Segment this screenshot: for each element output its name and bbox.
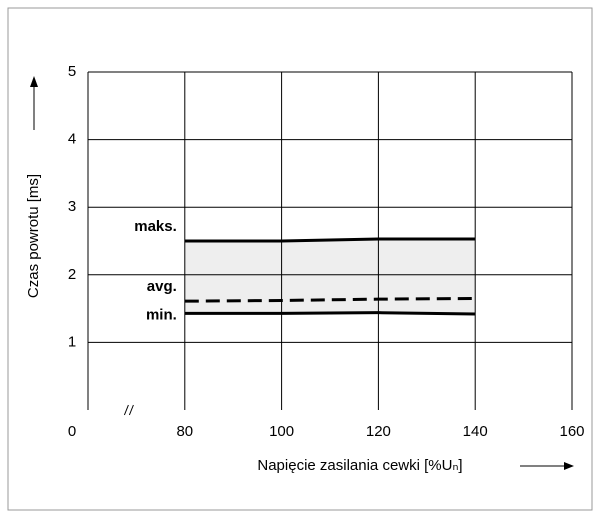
y-tick-label: 2 [68,266,76,283]
series-line [184,237,476,243]
x-tick-label: 0 [68,423,76,440]
series-label: avg. [147,278,177,295]
x-tick-label: 100 [269,423,294,440]
x-tick-label: 140 [463,423,488,440]
y-tick-label: 3 [68,198,76,215]
x-tick-label: 80 [176,423,193,440]
series-line [184,296,476,303]
y-tick-label: 1 [68,333,76,350]
y-tick-label: 5 [68,63,76,80]
y-axis-label: Czas powrotu [ms] [25,174,42,298]
x-axis-label: Napięcie zasilania cewki [%Uₙ] [257,457,462,474]
x-arrow-head [564,462,574,470]
frame [7,7,593,511]
x-tick-label: 160 [559,423,584,440]
series-line [184,311,476,316]
series-label: min. [146,306,177,323]
series-label: maks. [134,218,177,235]
axis-break [123,404,134,416]
y-arrow-head [30,76,38,87]
x-tick-label: 120 [366,423,391,440]
y-tick-label: 4 [68,131,76,148]
axis-break [125,404,134,416]
band [184,238,476,315]
